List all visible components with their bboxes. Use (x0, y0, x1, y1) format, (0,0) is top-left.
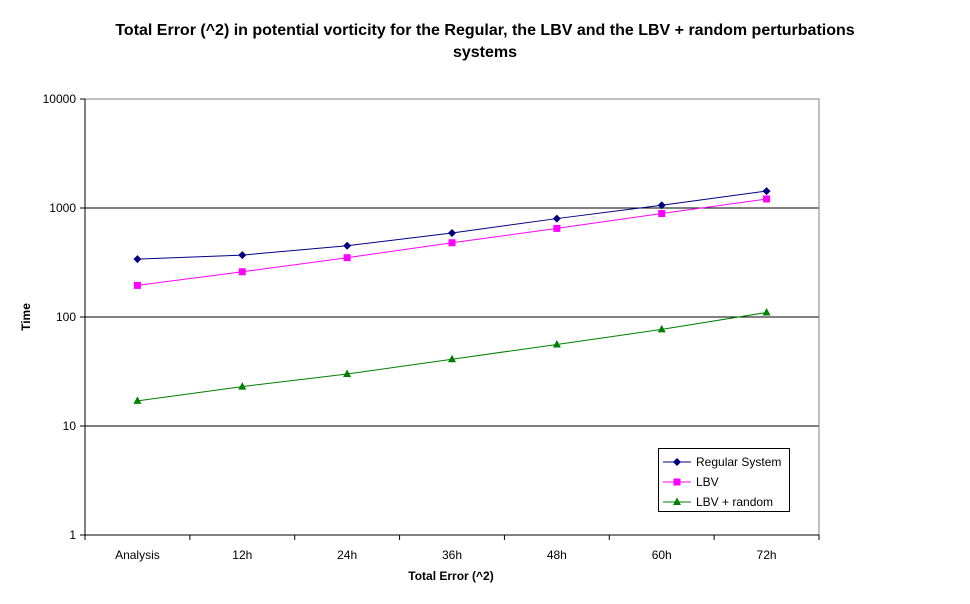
series-line (137, 190, 767, 260)
data-point (657, 201, 666, 210)
legend-swatch (663, 497, 691, 505)
data-point (343, 254, 351, 262)
x-tick-label: 12h (232, 548, 252, 562)
x-tick-label: 36h (442, 548, 462, 562)
legend-swatch (663, 478, 691, 486)
data-point (343, 369, 352, 377)
x-axis-label: Total Error (^2) (408, 569, 494, 583)
data-point (133, 255, 142, 264)
data-point (343, 241, 352, 250)
y-axis-label: Time (19, 303, 33, 331)
chart-title-line-2: systems (452, 44, 518, 61)
legend-item: Regular System (663, 452, 789, 472)
legend-marker (673, 458, 681, 466)
chart-title-line-1: Total Error (^2) in potential vorticity … (115, 22, 855, 39)
data-point (448, 239, 456, 247)
data-point (762, 307, 771, 316)
x-tick-label: Analysis (115, 548, 160, 562)
data-point (553, 224, 561, 232)
legend-marker (673, 497, 681, 505)
y-tick-label: 1000 (49, 201, 76, 215)
legend-label: Regular System (696, 455, 782, 469)
legend-label: LBV + random (696, 495, 774, 509)
legend-marker (673, 478, 681, 486)
data-point (448, 228, 456, 237)
data-point (238, 268, 246, 276)
data-point (238, 382, 247, 390)
data-point (657, 324, 666, 333)
data-point (762, 187, 771, 196)
legend-item: LBV (663, 472, 789, 492)
legend-swatch (663, 458, 691, 466)
data-point (552, 214, 561, 223)
data-point (448, 354, 456, 363)
data-point (552, 339, 561, 348)
x-tick-label: 48h (547, 548, 567, 562)
y-tick-label: 10000 (43, 92, 77, 106)
data-point (238, 251, 247, 260)
x-tick-label: 72h (757, 548, 777, 562)
data-point (133, 396, 142, 404)
series-lbv-random (133, 307, 771, 404)
data-point (763, 195, 771, 203)
data-point (133, 281, 141, 289)
legend-label: LBV (696, 475, 719, 489)
data-point (658, 210, 666, 218)
x-tick-label: 60h (652, 548, 672, 562)
chart-title: Total Error (^2) in potential vorticity … (0, 20, 970, 64)
series-regular-system (133, 187, 771, 264)
series-lbv (133, 195, 771, 289)
legend: Regular System LBV LBV + random (658, 448, 790, 512)
y-tick-label: 100 (56, 310, 76, 324)
legend-item: LBV + random (663, 492, 789, 512)
x-tick-label: 24h (337, 548, 357, 562)
y-tick-label: 10 (63, 419, 77, 433)
y-tick-label: 1 (69, 528, 76, 542)
